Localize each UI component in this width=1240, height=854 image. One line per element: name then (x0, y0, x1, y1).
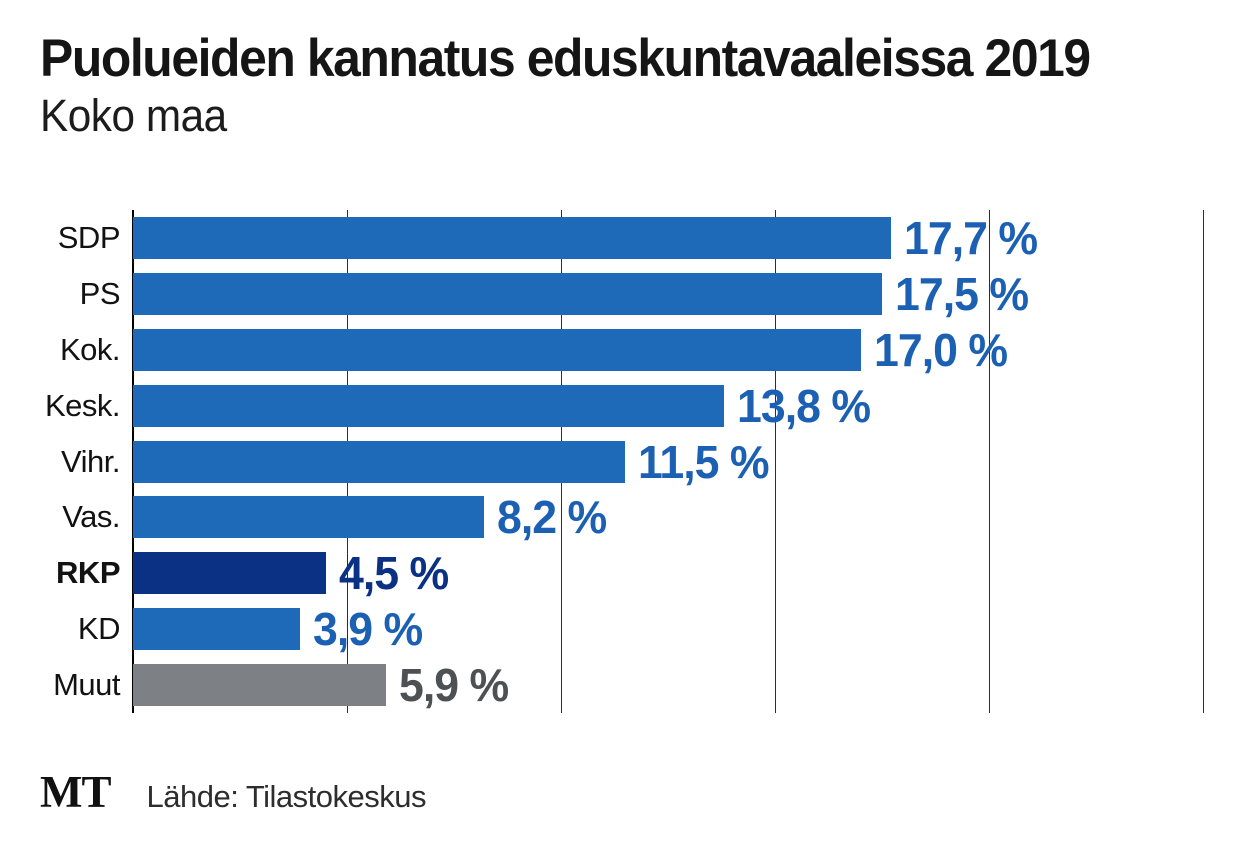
value-label-ps: 17,5 % (895, 267, 1029, 320)
bar-row-kesk: Kesk. 13,8 % (0, 378, 1203, 434)
bar-track-rkp: 4,5 % (133, 545, 1203, 601)
bar-row-kok: Kok. 17,0 % (0, 322, 1203, 378)
bar-vihr (133, 440, 626, 483)
chart-footer: MT Lähde: Tilastokeskus (40, 766, 427, 818)
mt-logo: MT (40, 767, 111, 817)
value-label-kesk: 13,8 % (736, 379, 871, 432)
category-label-kd: KD (77, 611, 121, 647)
category-label-kok: Kok. (59, 331, 121, 367)
value-label-sdp: 17,7 % (903, 211, 1038, 264)
bar-row-sdp: SDP 17,7 % (0, 210, 1203, 266)
value-label-vihr: 11,5 % (638, 435, 770, 488)
bar-track-sdp: 17,7 % (133, 210, 1203, 266)
value-label-vas: 8,2 % (496, 491, 607, 544)
value-label-kok: 17,0 % (873, 323, 1008, 376)
gridline-15pct (775, 210, 776, 713)
category-label-ps: PS (79, 275, 121, 311)
value-label-muut: 5,9 % (398, 659, 509, 712)
bar-kd (133, 608, 300, 651)
chart-header: Puolueiden kannatus eduskuntavaaleissa 2… (40, 29, 1091, 142)
bar-track-kok: 17,0 % (133, 322, 1203, 378)
gridline-25pct (1203, 210, 1204, 713)
category-label-rkp: RKP (56, 555, 120, 591)
value-label-kd: 3,9 % (312, 603, 423, 656)
bar-row-muut: Muut 5,9 % (0, 657, 1203, 713)
bar-kok (133, 328, 861, 371)
bar-muut (133, 664, 386, 707)
category-label-kesk: Kesk. (44, 387, 121, 423)
value-label-rkp: 4,5 % (338, 547, 449, 600)
bar-sdp (133, 216, 891, 259)
chart-title: Puolueiden kannatus eduskuntavaaleissa 2… (40, 29, 1091, 88)
bar-ps (133, 272, 882, 315)
category-label-vas: Vas. (62, 499, 120, 535)
category-label-sdp: SDP (57, 219, 121, 255)
source-label: Lähde: Tilastokeskus (146, 779, 427, 814)
gridline-20pct (989, 210, 990, 713)
bar-row-vas: Vas. 8,2 % (0, 489, 1203, 545)
bar-track-kesk: 13,8 % (133, 378, 1203, 434)
bar-kesk (133, 384, 724, 427)
bar-track-ps: 17,5 % (133, 266, 1203, 322)
bar-rkp (133, 552, 326, 595)
category-label-muut: Muut (53, 667, 120, 703)
bar-row-kd: KD 3,9 % (0, 601, 1203, 657)
bar-track-kd: 3,9 % (133, 601, 1203, 657)
bar-row-vihr: Vihr. 11,5 % (0, 434, 1203, 490)
bar-track-muut: 5,9 % (133, 657, 1203, 713)
bar-vas (133, 496, 484, 539)
bar-row-ps: PS 17,5 % (0, 266, 1203, 322)
bar-rows: SDP 17,7 % PS 17,5 % Kok. 17,0 % Kesk. 13,8 % Vi… (0, 210, 1203, 713)
bar-track-vas: 8,2 % (133, 489, 1203, 545)
bar-track-vihr: 11,5 % (133, 434, 1203, 490)
chart-subtitle: Koko maa (40, 90, 227, 141)
category-label-vihr: Vihr. (61, 443, 120, 479)
bar-row-rkp: RKP 4,5 % (0, 545, 1203, 601)
